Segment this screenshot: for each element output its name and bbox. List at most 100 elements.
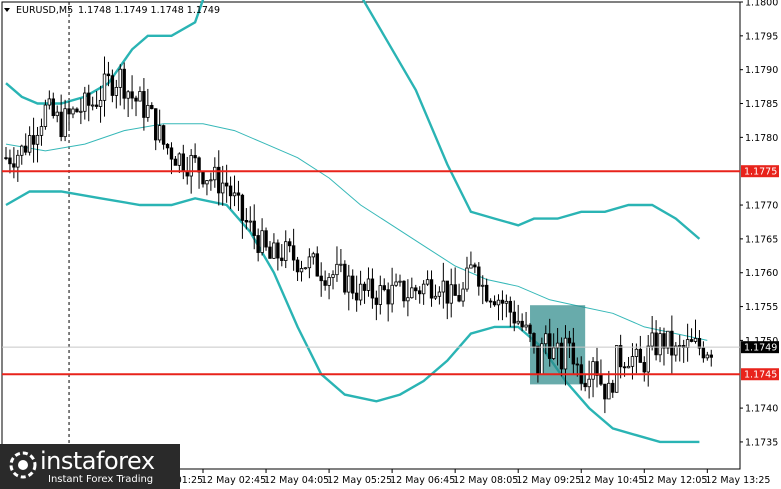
x-tick-label: 12 May 08:05: [453, 475, 518, 486]
candle-body: [193, 155, 197, 159]
candle-body: [504, 300, 509, 304]
candle-body: [378, 285, 382, 305]
candle-body: [236, 192, 241, 196]
candle-body: [398, 280, 402, 283]
candle-body: [339, 263, 343, 266]
candle-body: [291, 245, 296, 261]
candle-body: [295, 259, 300, 273]
x-tick-label: 12 May 12:05: [642, 475, 707, 486]
symbol-dropdown-icon[interactable]: [4, 8, 10, 12]
candle-body: [130, 91, 134, 99]
candle-body: [213, 166, 217, 181]
symbol-label: EURUSD,M5: [16, 5, 73, 16]
candle-body: [402, 280, 406, 302]
x-tick-label: 12 May 13:25: [705, 475, 770, 486]
candle-body: [55, 111, 59, 117]
watermark-tagline: Instant Forex Trading: [48, 474, 154, 485]
y-tick-label: 1.1760: [745, 268, 778, 279]
candle-body: [51, 98, 55, 117]
candle-body: [551, 347, 556, 359]
candle-body: [370, 278, 375, 299]
candle-body: [544, 333, 548, 345]
candle-body: [67, 108, 71, 115]
candle-body: [323, 280, 327, 286]
candles: [4, 56, 713, 414]
candle-body: [701, 347, 706, 359]
candle-body: [4, 157, 8, 160]
candle-body: [591, 361, 595, 380]
candle-body: [347, 275, 351, 293]
candle-body: [157, 125, 162, 141]
candle-body: [670, 330, 674, 356]
y-tick-label: 1.1800: [745, 0, 778, 9]
candle-body: [595, 361, 599, 376]
candle-body: [154, 108, 158, 141]
y-tick-label: 1.1735: [745, 437, 778, 448]
candle-body: [457, 295, 461, 302]
candle-body: [142, 91, 146, 118]
candle-body: [354, 292, 359, 301]
candle-body: [12, 163, 16, 168]
candle-body: [260, 230, 264, 253]
candle-body: [126, 91, 130, 99]
candle-body: [23, 145, 28, 153]
level-price-label: 1.1775: [744, 167, 777, 178]
candle-body: [642, 362, 646, 373]
candle-body: [488, 300, 493, 303]
candle-body: [122, 68, 126, 99]
candle-body: [516, 320, 520, 324]
candle-body: [622, 366, 627, 369]
candle-body: [705, 354, 710, 359]
candle-body: [161, 125, 166, 145]
candle-body: [532, 333, 536, 347]
candle-body: [110, 75, 115, 96]
candle-body: [662, 333, 666, 349]
candle-body: [240, 194, 245, 221]
x-tick-label: 12 May 02:45: [201, 475, 266, 486]
candle-body: [181, 153, 185, 172]
candle-body: [228, 185, 233, 197]
y-tick-label: 1.1785: [745, 99, 778, 110]
candle-body: [555, 342, 560, 349]
candle-body: [299, 268, 304, 273]
candle-body: [315, 253, 319, 277]
candle-body: [331, 274, 335, 278]
candle-body: [87, 92, 91, 106]
candle-body: [429, 279, 434, 299]
candle-body: [374, 297, 379, 305]
chart-header: EURUSD,M5 1.1748 1.1749 1.1748 1.1749: [4, 5, 220, 16]
candle-body: [351, 275, 355, 294]
candle-body: [358, 283, 363, 301]
candle-body: [417, 290, 422, 295]
y-tick-label: 1.1740: [745, 404, 778, 415]
candle-body: [138, 91, 142, 102]
candle-body: [638, 348, 643, 363]
candle-body: [244, 219, 249, 223]
level-price-badge: [741, 165, 779, 178]
instaforex-watermark: instaforex Instant Forex Trading: [0, 444, 180, 489]
candle-body: [500, 299, 505, 304]
candle-body: [248, 220, 252, 223]
candle-body: [607, 382, 611, 400]
candle-body: [540, 343, 544, 375]
candle-body: [666, 330, 670, 349]
y-tick-label: 1.1770: [745, 201, 778, 212]
candle-body: [571, 342, 576, 365]
candle-body: [406, 297, 410, 302]
candle-body: [634, 348, 639, 357]
x-tick-label: 12 May 04:05: [264, 475, 329, 486]
candle-body: [35, 134, 40, 145]
candle-body: [307, 256, 312, 269]
candle-body: [189, 155, 193, 177]
candle-body: [492, 301, 497, 306]
candle-body: [709, 354, 713, 358]
candle-body: [689, 339, 694, 342]
upper-band-line: [5, 0, 701, 240]
plot-border: [1, 1, 741, 470]
candle-body: [146, 105, 150, 118]
candle-body: [618, 345, 623, 368]
chart-frame: [1, 1, 741, 470]
candle-body: [327, 277, 331, 286]
candle-body: [449, 284, 453, 304]
